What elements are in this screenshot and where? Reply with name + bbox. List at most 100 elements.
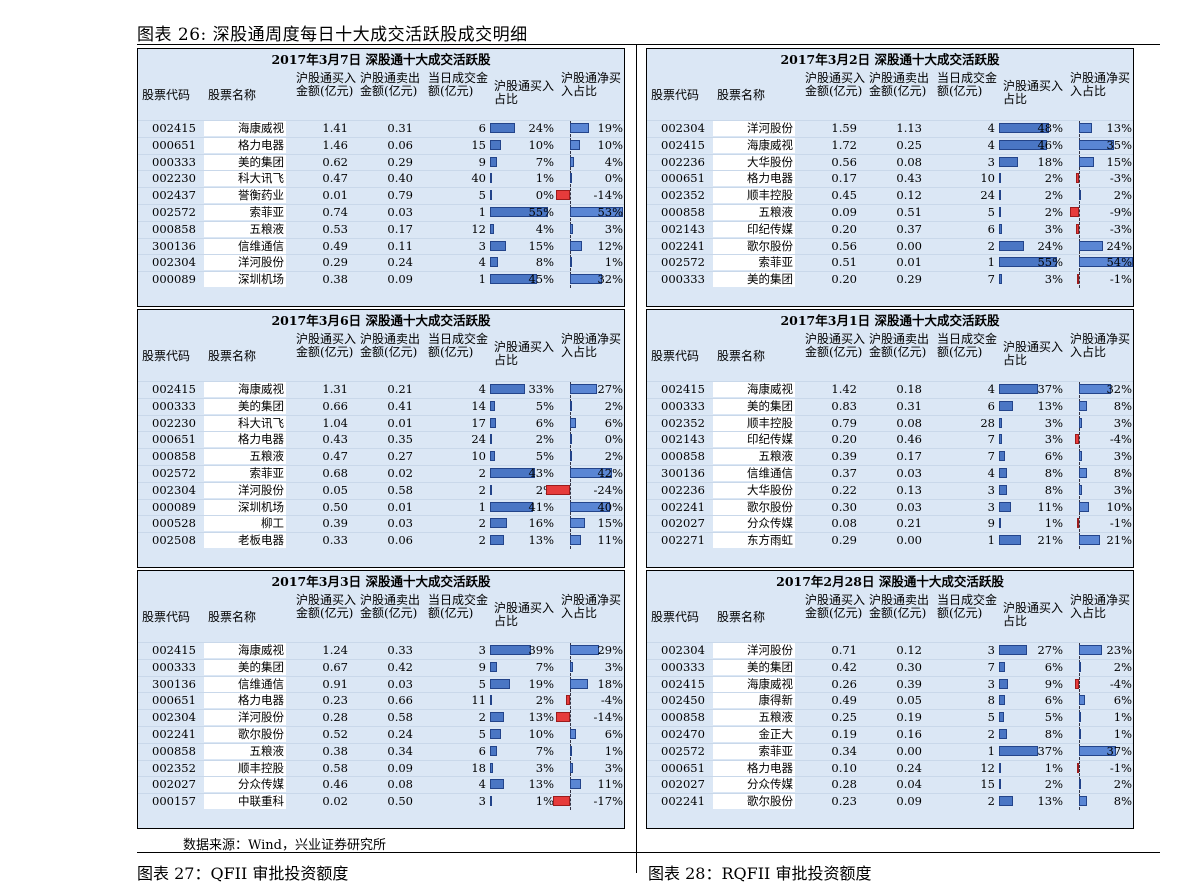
cell-net-ratio: 24% — [1106, 238, 1132, 253]
header-sell: 沪股通卖出金额(亿元) — [360, 71, 421, 98]
cell-buy-ratio: 37% — [1037, 743, 1063, 758]
net-ratio-bar — [570, 223, 573, 234]
cell-buy-ratio: 5% — [1044, 710, 1063, 725]
name-cell-bg — [204, 482, 286, 498]
buy-ratio-bar — [490, 745, 498, 756]
title-rule — [137, 44, 1160, 45]
net-ratio-bar — [570, 274, 602, 285]
cell-vol: 2 — [987, 794, 995, 809]
table-row: 300136 信维通信 0.91 0.03 5 19% 18% — [138, 675, 624, 693]
buy-ratio-bar — [999, 661, 1006, 672]
cell-vol: 1 — [478, 272, 486, 287]
cell-net-ratio: 10% — [1106, 499, 1132, 514]
cell-name: 五粮液 — [249, 449, 285, 464]
cell-code: 002304 — [152, 482, 196, 497]
cell-name: 美的集团 — [238, 398, 284, 413]
cell-buy: 0.79 — [831, 415, 857, 430]
cell-sell: 0.37 — [896, 221, 922, 236]
cell-net-ratio: 4% — [604, 154, 623, 169]
cell-sell: 0.08 — [896, 154, 922, 169]
net-ratio-axis — [1079, 221, 1080, 238]
cell-vol: 4 — [987, 465, 995, 480]
buy-ratio-bar — [999, 678, 1009, 689]
header-buy: 沪股通买入金额(亿元) — [296, 71, 357, 98]
name-cell-bg — [204, 794, 286, 810]
net-ratio-bar — [570, 728, 576, 739]
table-rows: 002304 洋河股份 0.71 0.12 3 27% 23% 000333 美的集团 0.42 0… — [647, 642, 1133, 810]
net-ratio-bar — [570, 451, 572, 462]
table-row: 002236 大华股份 0.22 0.13 3 8% 3% — [647, 481, 1133, 499]
net-ratio-bar — [570, 678, 588, 689]
name-cell-bg — [713, 204, 795, 220]
name-cell-bg — [713, 516, 795, 532]
cell-code: 002572 — [152, 465, 196, 480]
net-ratio-bar — [1079, 384, 1111, 394]
cell-name: 柳工 — [261, 516, 284, 531]
cell-code: 000651 — [152, 693, 196, 708]
cell-code: 002241 — [661, 794, 705, 809]
cell-code: 002241 — [152, 726, 196, 741]
cell-buy-ratio: 2% — [535, 432, 554, 447]
cell-name: 美的集团 — [747, 398, 793, 413]
net-ratio-bar — [570, 206, 623, 217]
name-cell-bg — [204, 238, 286, 254]
table-rows: 002415 海康威视 1.41 0.31 6 24% 19% 000651 格力电器 1.46 0… — [138, 120, 624, 288]
buy-ratio-bar — [490, 123, 516, 133]
table-row: 002415 海康威视 0.26 0.39 3 9% -4% — [647, 675, 1133, 693]
cell-buy-ratio: 13% — [528, 777, 554, 792]
name-cell-bg — [713, 398, 795, 414]
header-buy-ratio: 沪股通买入占比 — [494, 340, 555, 367]
cell-sell: 0.51 — [896, 204, 922, 219]
net-ratio-bar — [1079, 156, 1094, 167]
table-row: 002143 印纪传媒 0.20 0.46 7 3% -4% — [647, 431, 1133, 449]
buy-ratio-bar — [490, 484, 493, 495]
cell-code: 000089 — [152, 499, 196, 514]
cell-name: 歌尔股份 — [747, 238, 793, 253]
net-ratio-bar — [570, 467, 612, 478]
cell-buy: 0.09 — [831, 204, 857, 219]
cell-code: 000858 — [661, 204, 705, 219]
buy-ratio-bar — [999, 190, 1002, 201]
cell-net-ratio: -1% — [1109, 760, 1132, 775]
cell-net-ratio: -3% — [1109, 221, 1132, 236]
buy-ratio-bar — [999, 240, 1025, 251]
cell-code: 000858 — [152, 743, 196, 758]
cell-code: 000333 — [661, 398, 705, 413]
cell-code: 002415 — [152, 121, 196, 135]
table-row: 000333 美的集团 0.83 0.31 6 13% 8% — [647, 397, 1133, 415]
header-buy: 沪股通买入金额(亿元) — [805, 593, 866, 620]
cell-sell: 1.13 — [896, 121, 922, 135]
cell-buy: 0.20 — [831, 221, 857, 236]
buy-ratio-bar — [490, 400, 496, 411]
cell-sell: 0.24 — [387, 726, 413, 741]
buy-ratio-bar — [999, 206, 1002, 217]
cell-vol: 6 — [478, 743, 486, 758]
cell-sell: 0.58 — [387, 482, 413, 497]
buy-ratio-bar — [999, 139, 1048, 150]
buy-ratio-bar — [999, 451, 1006, 462]
cell-sell: 0.43 — [896, 171, 922, 186]
cell-net-ratio: -4% — [1109, 676, 1132, 691]
cell-name: 海康威视 — [747, 137, 793, 152]
cell-buy: 1.59 — [831, 121, 857, 135]
name-cell-bg — [204, 533, 286, 549]
table-row: 002230 科大讯飞 1.04 0.01 17 6% 6% — [138, 414, 624, 432]
cell-vol: 8 — [987, 693, 995, 708]
cell-vol: 6 — [987, 221, 995, 236]
cell-buy-ratio: 3% — [1044, 432, 1063, 447]
net-ratio-bar — [1079, 451, 1082, 462]
cell-buy: 1.24 — [322, 643, 348, 657]
cell-code: 300136 — [152, 676, 196, 691]
name-cell-bg — [713, 415, 795, 431]
net-ratio-bar — [570, 123, 589, 133]
table-rows: 002415 海康威视 1.42 0.18 4 37% 32% 000333 美的集团 0.83 0… — [647, 381, 1133, 549]
table-row: 002241 歌尔股份 0.52 0.24 5 10% 6% — [138, 725, 624, 743]
name-cell-bg — [713, 171, 795, 187]
name-cell-bg — [204, 432, 286, 448]
cell-net-ratio: 35% — [1106, 137, 1132, 152]
net-ratio-axis — [1079, 171, 1080, 188]
cell-buy: 0.49 — [322, 238, 348, 253]
cell-net-ratio: 8% — [1113, 398, 1132, 413]
cell-name: 大华股份 — [747, 482, 793, 497]
cell-name: 格力电器 — [747, 760, 793, 775]
